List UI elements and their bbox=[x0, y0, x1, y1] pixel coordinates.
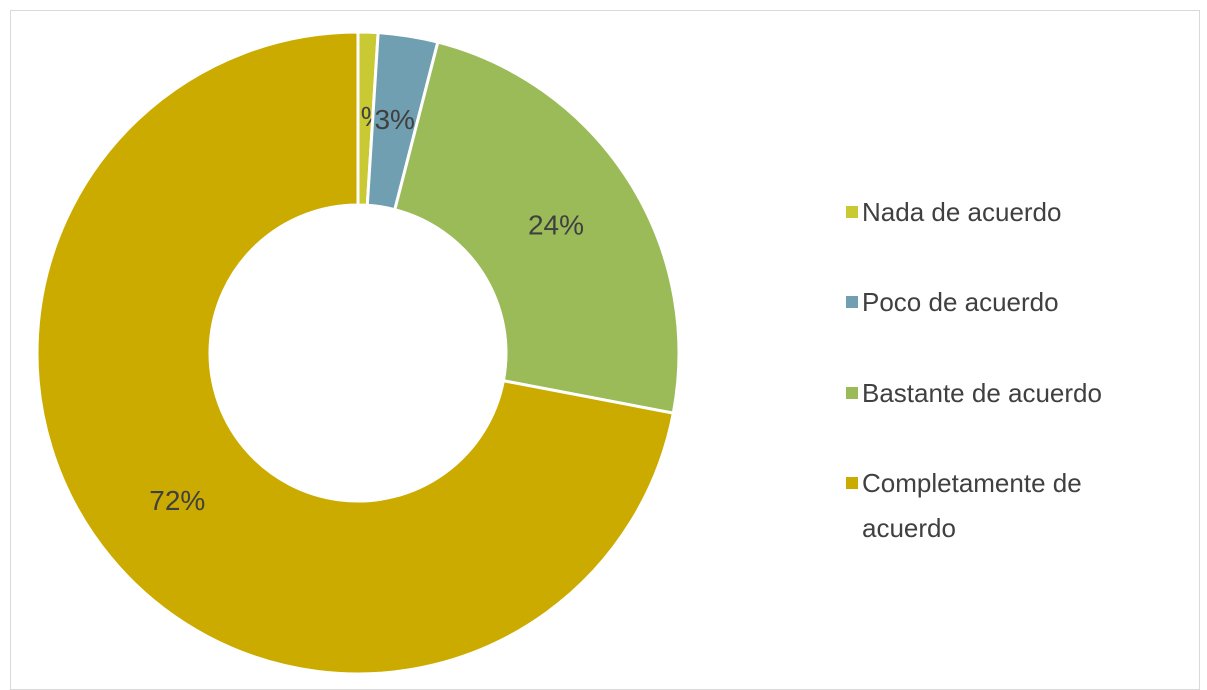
legend-item: Bastante de acuerdo bbox=[846, 371, 1136, 416]
donut-slice bbox=[392, 40, 681, 415]
donut-slice bbox=[35, 30, 676, 676]
data-label: 24% bbox=[528, 210, 584, 241]
legend-item: Poco de acuerdo bbox=[846, 280, 1136, 325]
data-label: 72% bbox=[149, 485, 205, 516]
legend-swatch bbox=[846, 296, 858, 308]
data-label: 3% bbox=[374, 104, 414, 135]
legend-swatch bbox=[846, 387, 858, 399]
legend-label: Nada de acuerdo bbox=[862, 197, 1062, 227]
legend-label: Completamente de acuerdo bbox=[862, 468, 1082, 543]
legend-item: Completamente de acuerdo bbox=[846, 461, 1136, 551]
legend-label: Poco de acuerdo bbox=[862, 287, 1059, 317]
legend-swatch bbox=[846, 477, 858, 489]
legend-swatch bbox=[846, 206, 858, 218]
legend-item: Nada de acuerdo bbox=[846, 190, 1136, 235]
legend-label: Bastante de acuerdo bbox=[862, 378, 1102, 408]
